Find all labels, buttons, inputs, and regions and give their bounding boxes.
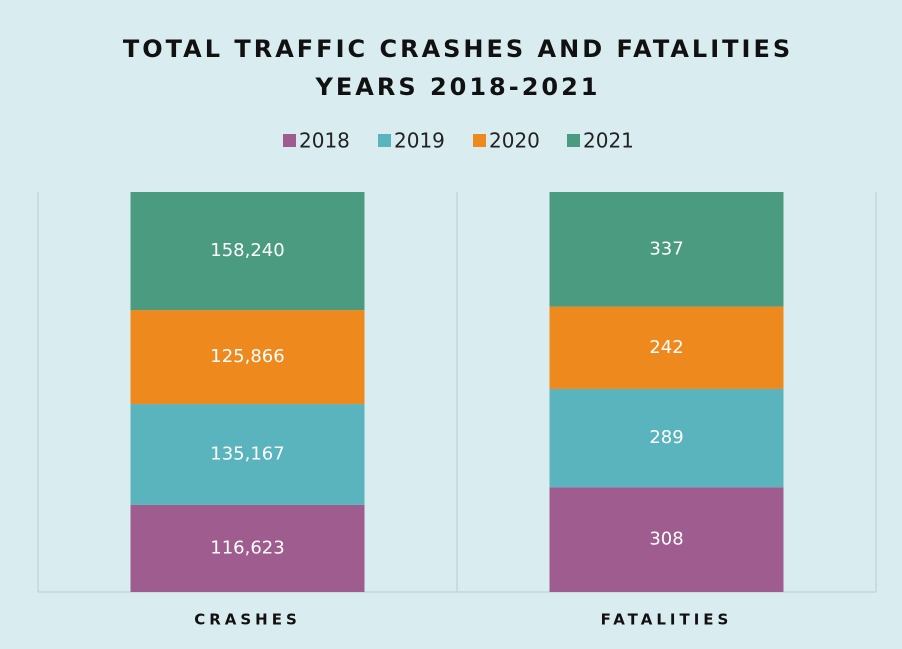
legend-label: 2018 xyxy=(299,129,350,153)
bar-segment xyxy=(130,404,365,505)
data-label: 289 xyxy=(649,427,683,448)
bar-segment xyxy=(549,388,784,488)
x-tick-label: FATALITIES xyxy=(601,611,733,629)
legend-swatch xyxy=(378,134,391,147)
legend-swatch xyxy=(473,134,486,147)
x-tick-label: CRASHES xyxy=(194,611,301,629)
legend-label: 2021 xyxy=(583,129,634,153)
bar-segment xyxy=(549,192,784,307)
chart-title: YEARS 2018-2021 xyxy=(314,73,600,101)
legend-swatch xyxy=(567,134,580,147)
bar-segment xyxy=(130,192,365,311)
data-label: 135,167 xyxy=(210,444,284,465)
chart-title: TOTAL TRAFFIC CRASHES AND FATALITIES xyxy=(123,35,793,63)
data-label: 116,623 xyxy=(210,537,284,558)
bar-segment xyxy=(130,310,365,405)
bar-segment xyxy=(549,306,784,389)
data-label: 308 xyxy=(649,529,683,550)
data-label: 158,240 xyxy=(210,240,284,261)
legend-label: 2019 xyxy=(394,129,445,153)
bar-segment xyxy=(549,487,784,592)
legend-label: 2020 xyxy=(489,129,540,153)
legend-swatch xyxy=(283,134,296,147)
data-label: 242 xyxy=(649,337,683,358)
bar-segment xyxy=(130,504,365,592)
data-label: 125,866 xyxy=(210,346,284,367)
data-label: 337 xyxy=(649,238,683,259)
